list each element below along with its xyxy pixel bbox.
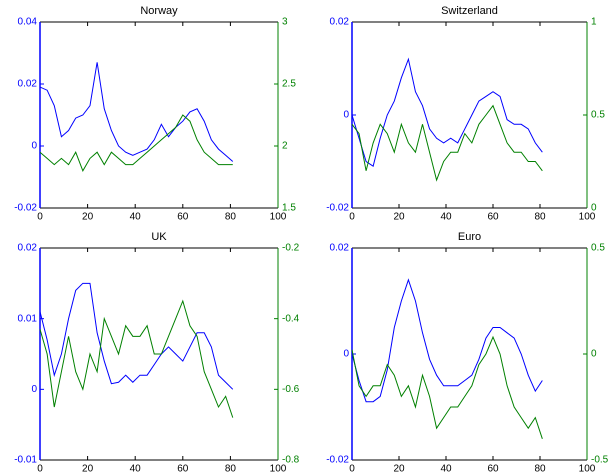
x-tick-label: 0 <box>37 464 43 473</box>
y-tick-label: 0.02 <box>330 243 350 254</box>
series-line <box>351 104 543 182</box>
series-line <box>351 335 543 439</box>
x-tick-label: 80 <box>225 212 237 223</box>
y2-tick-label: 0 <box>591 349 597 360</box>
y-tick-label: -0.02 <box>14 203 37 214</box>
subplot-title: Switzerland <box>441 5 498 17</box>
y2-tick-label: 1.5 <box>282 203 296 214</box>
x-tick-label: 100 <box>270 464 287 473</box>
y2-tick-label: -0.8 <box>282 455 300 466</box>
y2-tick-label: 0.5 <box>591 243 605 254</box>
subplot-title: Euro <box>458 231 481 243</box>
x-tick-label: 100 <box>579 464 596 473</box>
y2-tick-label: 0.5 <box>591 110 605 121</box>
y-tick-label: -0.02 <box>326 455 349 466</box>
x-tick-label: 40 <box>130 212 142 223</box>
y-tick-label: 0 <box>31 384 37 395</box>
y2-tick-label: 3 <box>282 17 288 28</box>
series-line <box>39 282 234 390</box>
x-tick-label: 40 <box>440 212 452 223</box>
series-line <box>39 299 234 418</box>
series-line <box>39 114 233 172</box>
y-tick-label: 0.02 <box>18 79 38 90</box>
subplot-title: UK <box>151 231 167 243</box>
y2-tick-label: -0.2 <box>282 243 300 254</box>
y2-tick-label: 0 <box>591 203 597 214</box>
x-tick-label: 20 <box>82 464 94 473</box>
series-line <box>351 278 543 403</box>
series-line <box>351 57 543 167</box>
x-tick-label: 40 <box>440 464 452 473</box>
y-tick-label: 0.04 <box>18 17 38 28</box>
series-line <box>39 62 234 162</box>
y2-tick-label: -0.5 <box>591 455 609 466</box>
x-tick-label: 80 <box>225 464 237 473</box>
y2-tick-label: 2.5 <box>282 79 296 90</box>
subplot-title: Norway <box>140 5 178 17</box>
x-tick-label: 60 <box>177 464 189 473</box>
x-tick-label: 20 <box>393 212 405 223</box>
x-tick-label: 0 <box>349 212 355 223</box>
x-tick-label: 60 <box>487 212 499 223</box>
x-tick-label: 20 <box>82 212 94 223</box>
y-tick-label: 0 <box>31 141 37 152</box>
x-tick-label: 100 <box>579 212 596 223</box>
x-tick-label: 0 <box>37 212 43 223</box>
y-tick-label: 0.02 <box>330 17 350 28</box>
y-tick-label: 0 <box>343 110 349 121</box>
x-tick-label: 60 <box>177 212 189 223</box>
y-tick-label: -0.02 <box>326 203 349 214</box>
y-tick-label: -0.01 <box>14 455 37 466</box>
x-tick-label: 40 <box>130 464 142 473</box>
x-tick-label: 60 <box>487 464 499 473</box>
x-tick-label: 100 <box>270 212 287 223</box>
y-tick-label: 0 <box>343 349 349 360</box>
x-tick-label: 0 <box>349 464 355 473</box>
y2-tick-label: 1 <box>591 17 597 28</box>
y-tick-label: 0.02 <box>18 243 38 254</box>
x-tick-label: 20 <box>393 464 405 473</box>
y-tick-label: 0.01 <box>18 313 38 324</box>
y2-tick-label: -0.4 <box>282 313 300 324</box>
y2-tick-label: 2 <box>282 141 288 152</box>
y2-tick-label: -0.6 <box>282 384 300 395</box>
x-tick-label: 80 <box>534 212 546 223</box>
x-tick-label: 80 <box>534 464 546 473</box>
